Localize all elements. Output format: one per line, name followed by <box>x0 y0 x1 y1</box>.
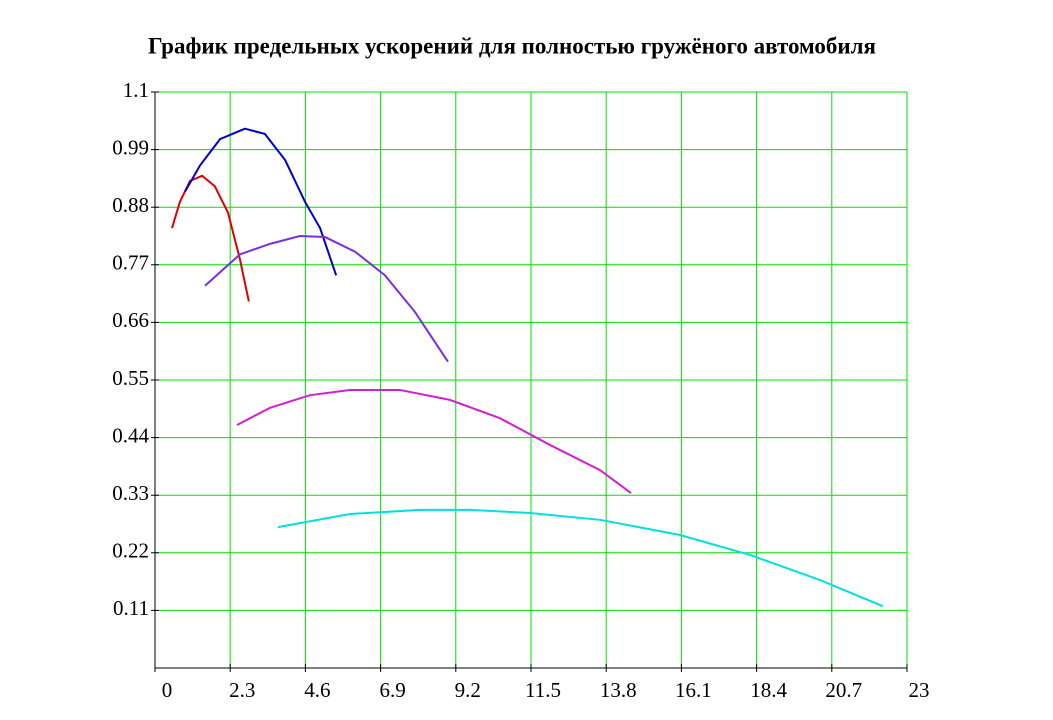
y-tick-label: 0.99 <box>112 135 149 159</box>
y-tick-label: 0.44 <box>112 423 149 447</box>
x-tick-label: 13.8 <box>600 678 637 702</box>
x-tick-label: 20.7 <box>825 678 862 702</box>
y-tick-label: 0.55 <box>112 366 149 390</box>
x-tick-label: 2.3 <box>229 678 255 702</box>
x-tick-label: 16.1 <box>675 678 712 702</box>
line-series <box>171 174 250 302</box>
line-series <box>184 127 338 276</box>
x-tick-label: 11.5 <box>525 678 561 702</box>
x-tick-label: 9.2 <box>455 678 481 702</box>
y-tick-label: 0.22 <box>112 539 149 563</box>
y-tick-label: 0.88 <box>112 193 149 217</box>
line-series <box>277 508 884 608</box>
y-tick-label: 0.11 <box>113 596 149 620</box>
y-tick-label: 1.1 <box>123 78 149 102</box>
y-tick-label: 0.77 <box>112 251 149 275</box>
x-tick-label: 18.4 <box>750 678 787 702</box>
y-tick-label: 0.33 <box>112 481 149 505</box>
line-series <box>236 388 632 494</box>
x-tick-label: 6.9 <box>379 678 405 702</box>
line-series <box>204 234 449 363</box>
chart-title: График предельных ускорений для полность… <box>148 33 876 58</box>
x-tick-label: 4.6 <box>304 678 330 702</box>
x-tick-label: 0 <box>162 678 173 702</box>
x-tick-label: 23 <box>909 678 930 702</box>
y-tick-label: 0.66 <box>112 308 149 332</box>
